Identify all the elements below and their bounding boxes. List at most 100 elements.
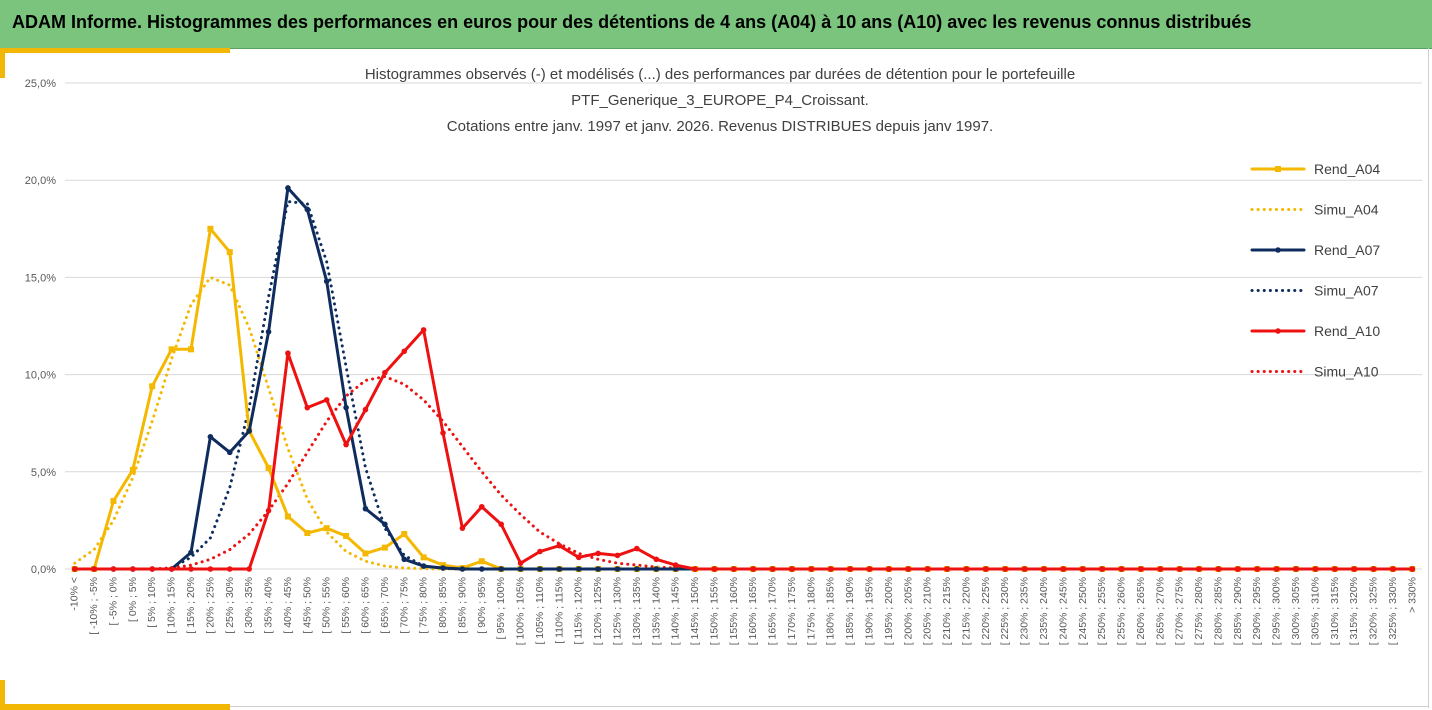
x-tick-label: [ -10% ; -5% — [88, 577, 100, 635]
data-point — [459, 525, 466, 531]
data-point — [595, 566, 601, 572]
data-point — [537, 566, 543, 572]
data-point — [944, 566, 950, 572]
legend: Rend_A04 Simu_A04 Rend_A07 Simu_A07 Rend_A10… — [1250, 161, 1380, 380]
data-point — [130, 566, 136, 572]
data-point — [498, 566, 504, 572]
legend-label: Simu_A10 — [1314, 364, 1379, 380]
data-point — [188, 566, 194, 572]
data-point — [226, 566, 233, 572]
data-point — [304, 404, 311, 411]
x-tick-label: [ 105% ; 110% — [534, 577, 546, 645]
data-point — [1079, 566, 1086, 572]
data-point — [1196, 566, 1202, 572]
x-tick-label: [ 190% ; 195% — [864, 577, 876, 645]
data-point — [323, 278, 330, 285]
y-tick-label: 0,0% — [31, 564, 56, 576]
x-tick-label: [ 215% ; 220% — [960, 577, 972, 645]
data-point — [575, 566, 582, 572]
y-tick-label: 15,0% — [25, 272, 56, 284]
data-point — [634, 545, 640, 552]
data-point — [575, 554, 582, 561]
x-tick-label: [ 185% ; 190% — [844, 577, 856, 645]
series-Rend_A10 — [71, 327, 1416, 572]
accent-bar-top — [0, 48, 230, 53]
data-point — [382, 521, 388, 528]
data-point — [188, 346, 195, 353]
x-tick-label: [ 85% ; 90% — [456, 577, 468, 634]
x-tick-label: [ 45% ; 50% — [301, 577, 313, 634]
data-point — [672, 566, 679, 572]
x-tick-label: [ 5% ; 10% — [146, 577, 158, 628]
x-tick-label: [ 325% ; 330% — [1387, 577, 1399, 645]
data-point — [1157, 566, 1164, 572]
data-point — [653, 566, 660, 572]
x-tick-label: [ 120% ; 125% — [592, 577, 604, 645]
data-point — [498, 521, 504, 528]
data-point — [595, 550, 601, 557]
data-point — [1312, 566, 1319, 572]
data-point — [1176, 566, 1183, 572]
legend-item-Simu_A04: Simu_A04 — [1250, 202, 1379, 218]
x-tick-label: [ 280% ; 285% — [1212, 577, 1224, 645]
data-point — [285, 185, 291, 191]
x-tick-label: > 330% — [1406, 577, 1418, 613]
data-point — [401, 531, 408, 538]
data-point — [382, 369, 388, 376]
data-point — [1215, 566, 1222, 572]
data-point — [886, 566, 892, 572]
legend-item-Simu_A10: Simu_A10 — [1250, 364, 1379, 380]
series-line-Rend_A10 — [73, 328, 1414, 571]
data-point — [1235, 566, 1241, 572]
data-point — [420, 554, 427, 561]
frame-bottom — [230, 706, 1428, 707]
x-tick-label: [ 35% ; 40% — [263, 577, 275, 634]
x-tick-label: [ 205% ; 210% — [922, 577, 934, 645]
data-point — [556, 542, 563, 549]
x-tick-label: [ 100% ; 105% — [515, 577, 527, 645]
x-tick-label: [ 195% ; 200% — [883, 577, 895, 645]
data-point — [983, 566, 989, 572]
data-point — [343, 404, 349, 411]
data-point — [110, 566, 117, 572]
chart-title-line-3: Cotations entre janv. 1997 et janv. 2026… — [447, 118, 993, 135]
y-axis-ticks: 0,0% 5,0% 10,0% 15,0% 20,0% 25,0% — [25, 78, 56, 576]
chart-title: Histogrammes observés (-) et modélisés (… — [365, 66, 1075, 135]
x-tick-label: [ 310% ; 315% — [1329, 577, 1341, 645]
data-point — [188, 549, 194, 556]
series-Simu_A07 — [73, 200, 1414, 571]
data-point — [149, 566, 156, 572]
data-point — [1351, 566, 1357, 572]
x-tick-label: [ 20% ; 25% — [204, 577, 216, 634]
data-point — [207, 225, 214, 232]
legend-item-Rend_A10: Rend_A10 — [1250, 323, 1380, 339]
x-tick-label: [ 90% ; 95% — [476, 577, 488, 634]
series-line-Simu_A07 — [73, 200, 1414, 571]
data-point — [91, 566, 97, 572]
data-point — [1409, 566, 1416, 572]
data-point — [517, 560, 524, 566]
series-line-Simu_A10 — [73, 375, 1414, 571]
data-point — [265, 464, 272, 471]
x-tick-label: [ 275% ; 280% — [1193, 577, 1205, 645]
data-point — [478, 566, 485, 572]
x-axis-ticks: -10% < [ -10% ; -5% [ -5% ; 0% [ 0% ; 5% [ 5… — [69, 577, 1419, 645]
x-tick-label: [ 60% ; 65% — [359, 577, 371, 634]
x-tick-label: [ 110% ; 115% — [553, 577, 565, 644]
header-bar: ADAM Informe. Histogrammes des performan… — [0, 0, 1432, 49]
data-point — [129, 466, 136, 473]
x-tick-label: [ 0% ; 5% — [127, 577, 139, 622]
data-point — [285, 350, 291, 357]
data-point — [1331, 566, 1338, 572]
data-point — [323, 397, 330, 403]
chart-title-line-2: PTF_Generique_3_EUROPE_P4_Croissant. — [571, 92, 869, 109]
data-point — [420, 563, 427, 569]
legend-label: Rend_A10 — [1314, 323, 1380, 339]
data-point — [246, 566, 252, 572]
histogram-chart: 0,0% 5,0% 10,0% 15,0% 20,0% 25,0% -10% < [ -10… — [25, 66, 1422, 645]
data-point — [692, 566, 698, 572]
data-point — [789, 566, 795, 572]
x-tick-label: [ 240% ; 245% — [1057, 577, 1069, 645]
data-point — [246, 428, 252, 434]
x-tick-label: [ 220% ; 225% — [980, 577, 992, 645]
